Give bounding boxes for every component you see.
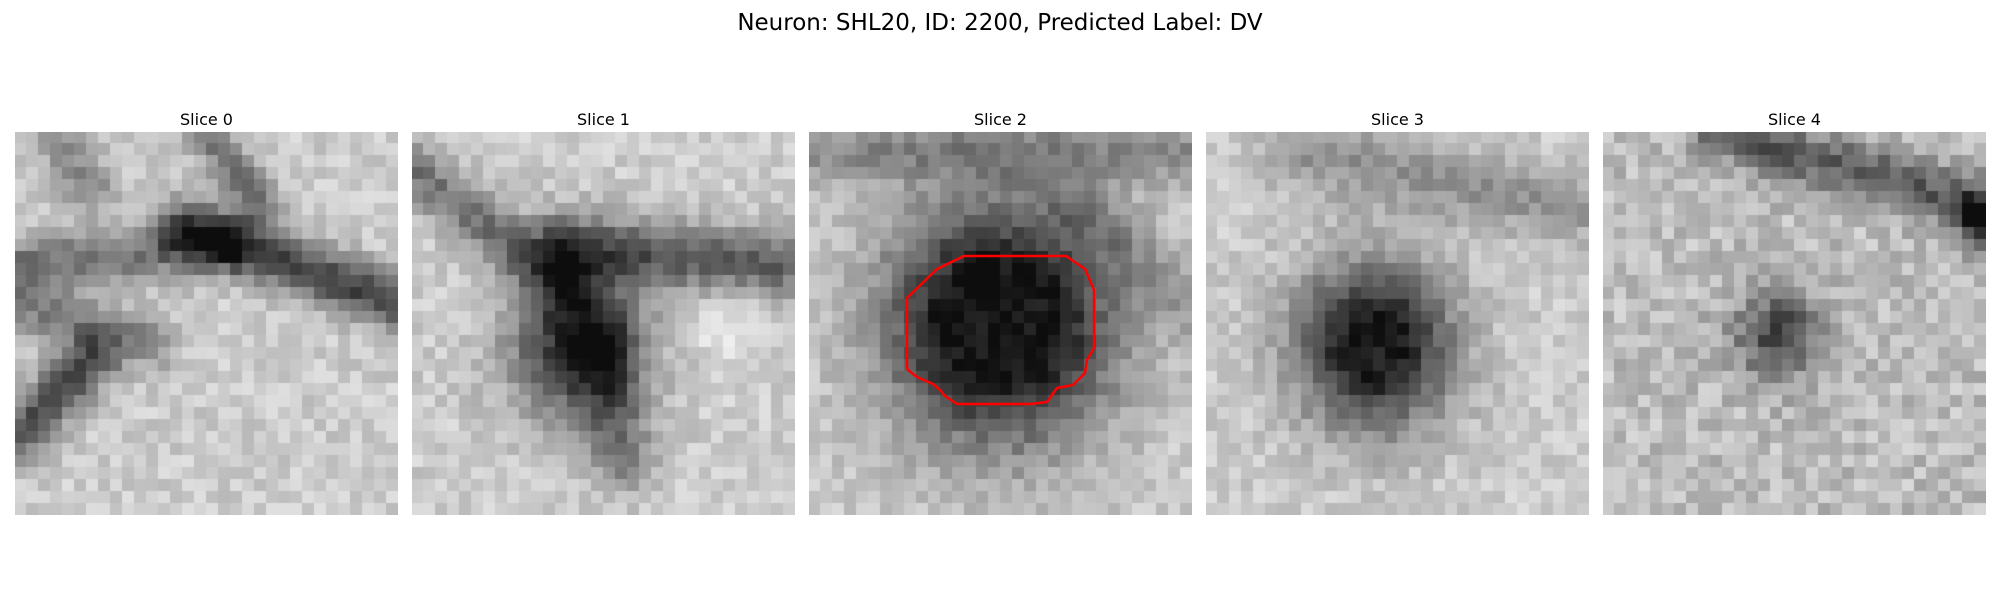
slice-title: Slice 3 <box>1371 110 1424 129</box>
slice-panel-0: Slice 0 <box>15 108 398 515</box>
slice-image <box>809 132 1192 515</box>
figure-title: Neuron: SHL20, ID: 2200, Predicted Label… <box>737 10 1263 36</box>
slice-panel-3: Slice 3 <box>1206 108 1589 515</box>
slice-image <box>412 132 795 515</box>
slice-image <box>15 132 398 515</box>
slice-title: Slice 1 <box>577 110 630 129</box>
slice-image <box>1206 132 1589 515</box>
slice-title: Slice 4 <box>1768 110 1821 129</box>
slice-panel-1: Slice 1 <box>412 108 795 515</box>
slice-panel-2: Slice 2 <box>809 108 1192 515</box>
slice-image <box>1603 132 1986 515</box>
slice-panel-4: Slice 4 <box>1603 108 1986 515</box>
slice-title: Slice 0 <box>180 110 233 129</box>
slice-title: Slice 2 <box>974 110 1027 129</box>
